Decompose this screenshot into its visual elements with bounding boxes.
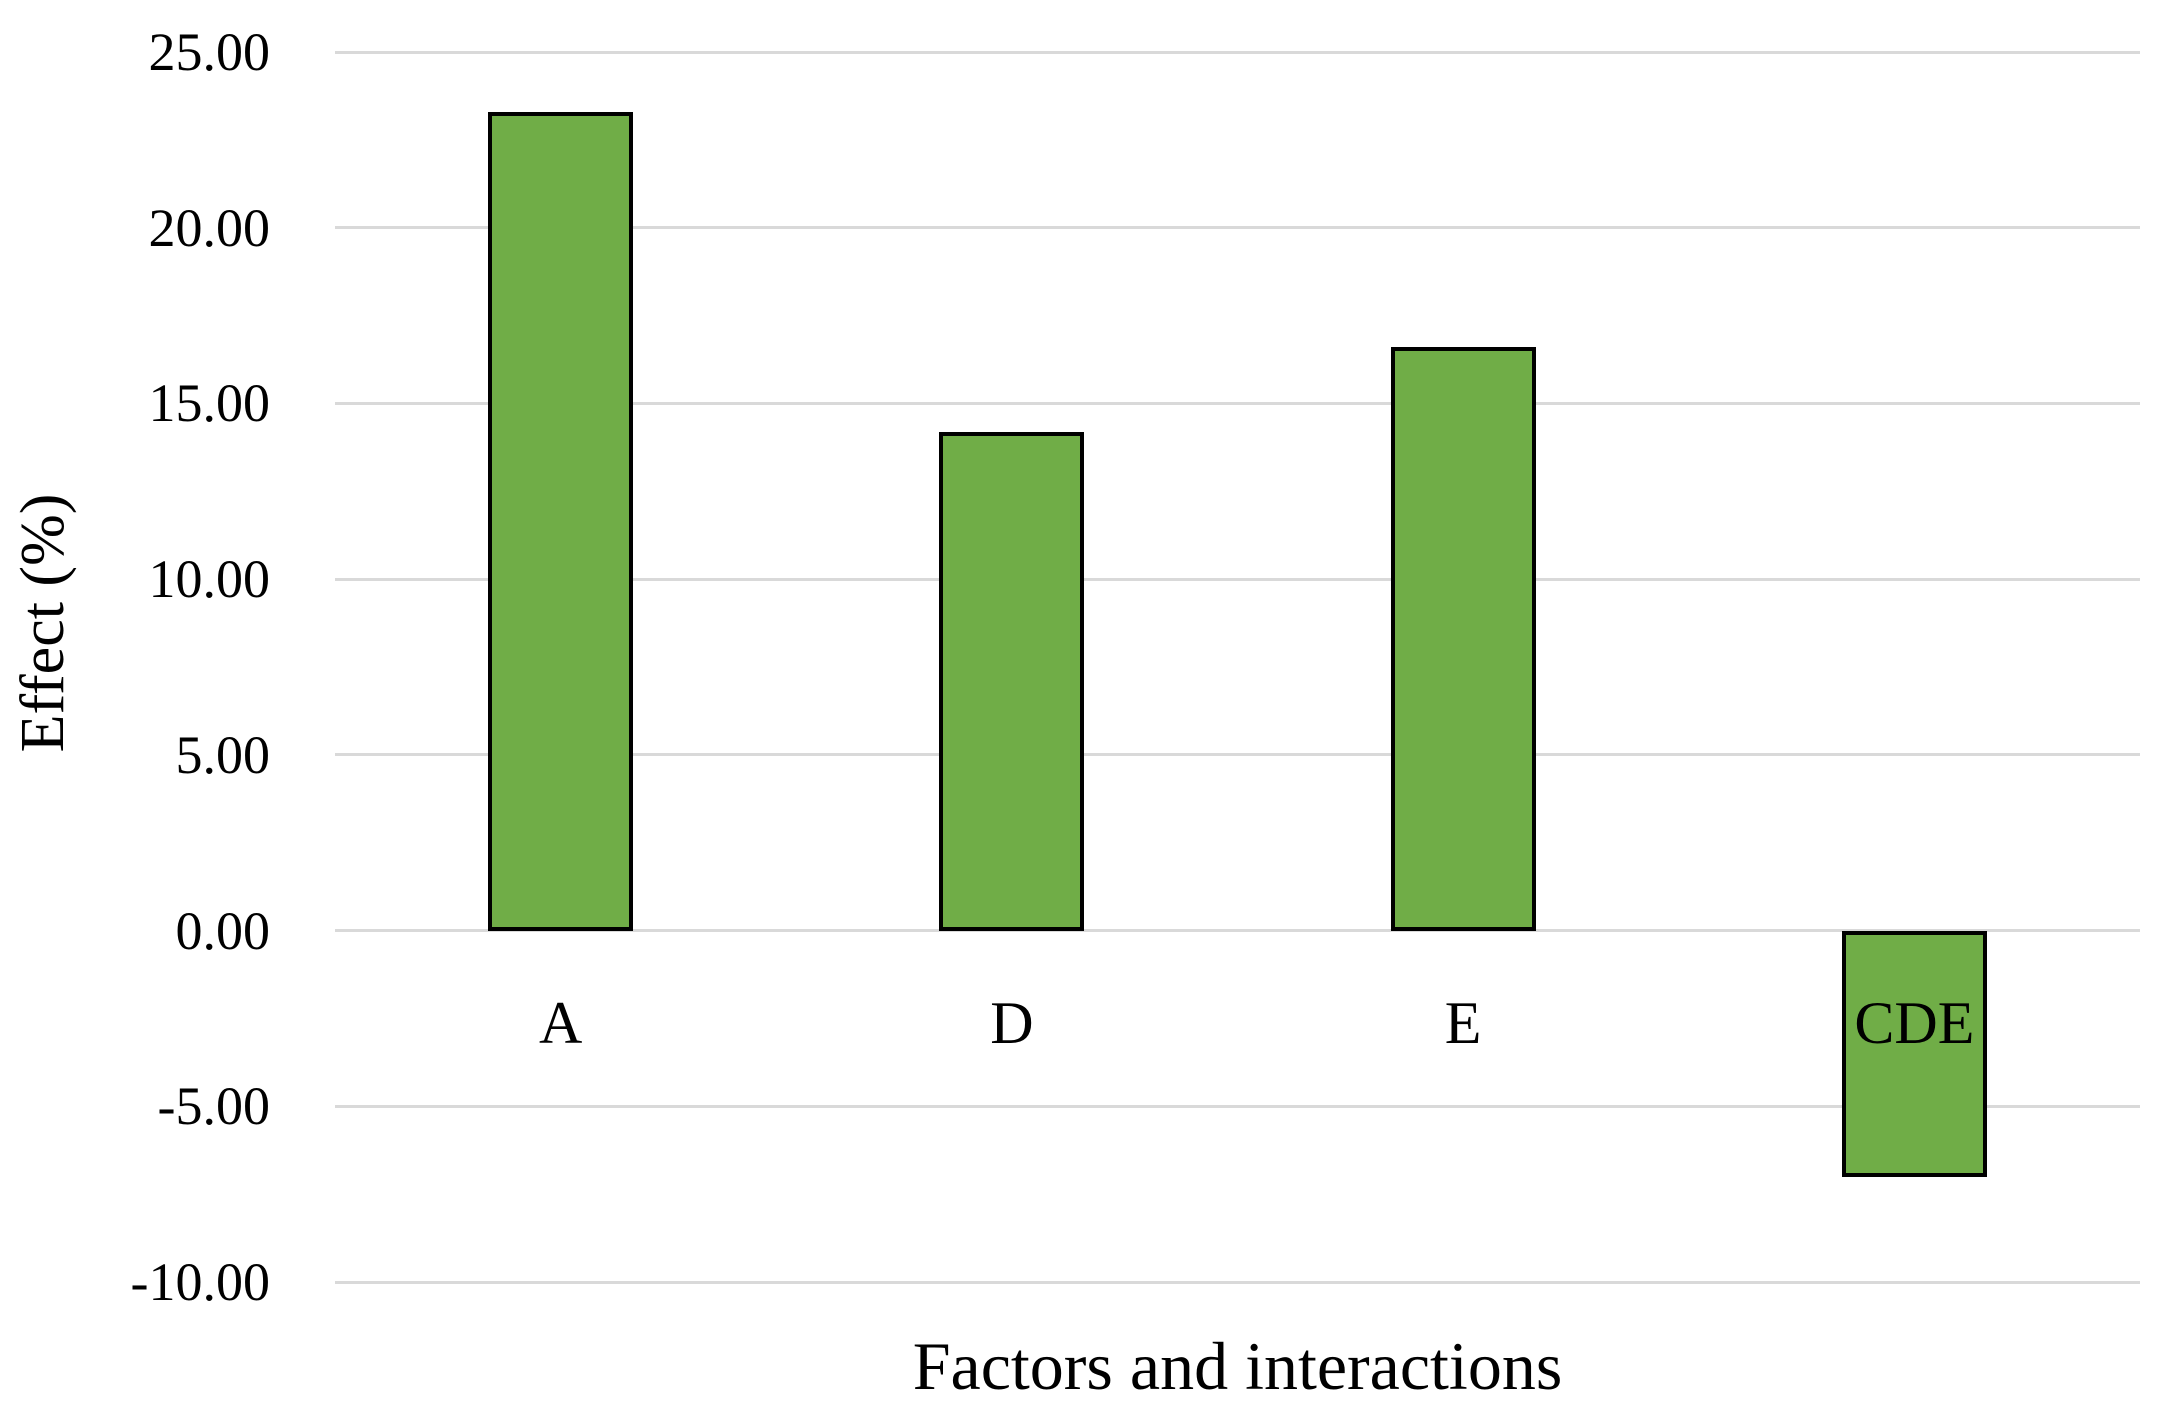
- x-axis-title: Factors and interactions: [912, 1328, 1563, 1404]
- bar-A: [488, 111, 634, 931]
- y-tick-label: -10.00: [130, 1252, 270, 1312]
- category-label-E: E: [1444, 990, 1482, 1056]
- y-tick-label: 0.00: [175, 900, 271, 961]
- y-tick-label: 10.00: [148, 549, 271, 610]
- category-label-CDE: CDE: [1854, 990, 1975, 1056]
- category-label-A: A: [538, 990, 583, 1056]
- gridline: [335, 1280, 2140, 1284]
- gridline: [335, 226, 2140, 230]
- gridline: [335, 929, 2140, 933]
- y-tick-label: 20.00: [148, 197, 271, 258]
- y-tick-label: -5.00: [157, 1076, 270, 1137]
- y-tick-label: 5.00: [175, 724, 271, 785]
- y-tick-label: 25.00: [148, 22, 271, 82]
- plot-area: [335, 50, 2140, 1284]
- gridline: [335, 50, 2140, 54]
- gridline: [335, 401, 2140, 405]
- category-label-D: D: [990, 990, 1034, 1056]
- bar-E: [1390, 347, 1536, 931]
- gridline: [335, 753, 2140, 757]
- bar-D: [939, 431, 1085, 931]
- gridline: [335, 1104, 2140, 1108]
- bar-CDE: [1841, 930, 1987, 1177]
- gridline: [335, 577, 2140, 581]
- y-tick-label: 15.00: [148, 373, 271, 434]
